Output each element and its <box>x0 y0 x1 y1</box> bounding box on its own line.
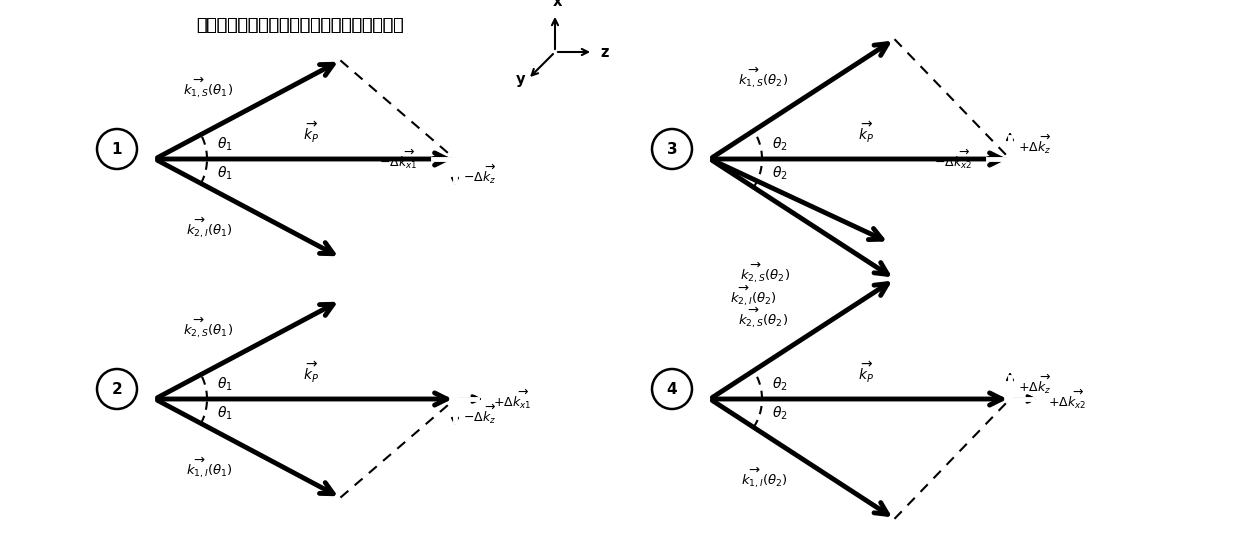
Text: $+\Delta\overrightarrow{k_{x2}}$: $+\Delta\overrightarrow{k_{x2}}$ <box>1048 387 1087 411</box>
Text: $-\Delta\overrightarrow{k_z}$: $-\Delta\overrightarrow{k_z}$ <box>463 163 496 186</box>
Text: $\overrightarrow{k_{2,S}}(\theta_2)$: $\overrightarrow{k_{2,S}}(\theta_2)$ <box>740 261 790 285</box>
Text: $\overrightarrow{k_P}$: $\overrightarrow{k_P}$ <box>304 120 318 145</box>
Text: $\theta_1$: $\theta_1$ <box>217 375 233 393</box>
Circle shape <box>652 369 693 409</box>
Text: $-\Delta\overrightarrow{k_z}$: $-\Delta\overrightarrow{k_z}$ <box>463 403 496 425</box>
Text: z: z <box>600 45 608 59</box>
Text: $+\Delta\overrightarrow{k_{x1}}$: $+\Delta\overrightarrow{k_{x1}}$ <box>493 387 532 411</box>
Text: $+\Delta\overrightarrow{k_z}$: $+\Delta\overrightarrow{k_z}$ <box>1018 132 1051 156</box>
Text: $\overrightarrow{k_P}$: $\overrightarrow{k_P}$ <box>859 360 873 385</box>
Text: 4: 4 <box>667 381 678 397</box>
Text: 非线性光子晶体所满足的四种准相位匹配条件: 非线性光子晶体所满足的四种准相位匹配条件 <box>196 16 404 34</box>
Text: x: x <box>553 0 561 9</box>
Text: $-\Delta\overrightarrow{k_{x2}}$: $-\Delta\overrightarrow{k_{x2}}$ <box>934 147 973 171</box>
Text: 1: 1 <box>112 141 123 157</box>
Text: $+\Delta\overrightarrow{k_z}$: $+\Delta\overrightarrow{k_z}$ <box>1018 373 1051 395</box>
Text: $\overrightarrow{k_{1,I}}(\theta_2)$: $\overrightarrow{k_{1,I}}(\theta_2)$ <box>741 465 788 490</box>
Text: $\overrightarrow{k_{2,S}}(\theta_1)$: $\overrightarrow{k_{2,S}}(\theta_1)$ <box>183 315 233 339</box>
Text: $\theta_2$: $\theta_2$ <box>772 375 788 393</box>
Text: 3: 3 <box>667 141 678 157</box>
Text: $\theta_1$: $\theta_1$ <box>217 165 233 182</box>
Circle shape <box>97 369 138 409</box>
Text: $\overrightarrow{k_{1,S}}(\theta_2)$: $\overrightarrow{k_{1,S}}(\theta_2)$ <box>738 65 788 90</box>
Text: $\theta_2$: $\theta_2$ <box>772 135 788 153</box>
Text: $\theta_2$: $\theta_2$ <box>772 405 788 422</box>
Text: $\overrightarrow{k_P}$: $\overrightarrow{k_P}$ <box>859 120 873 145</box>
Circle shape <box>652 129 693 169</box>
Text: $\overrightarrow{k_{1,S}}(\theta_1)$: $\overrightarrow{k_{1,S}}(\theta_1)$ <box>183 75 233 100</box>
Text: $\theta_1$: $\theta_1$ <box>217 135 233 153</box>
Text: $\theta_1$: $\theta_1$ <box>217 405 233 422</box>
Text: $\theta_2$: $\theta_2$ <box>772 165 788 182</box>
Text: $-\Delta\overrightarrow{k_{x1}}$: $-\Delta\overrightarrow{k_{x1}}$ <box>379 147 418 171</box>
Text: $\overrightarrow{k_{2,I}}(\theta_1)$: $\overrightarrow{k_{2,I}}(\theta_1)$ <box>187 215 233 240</box>
Text: $\overrightarrow{k_{2,S}}(\theta_2)$: $\overrightarrow{k_{2,S}}(\theta_2)$ <box>738 306 788 330</box>
Text: $\overrightarrow{k_{1,I}}(\theta_1)$: $\overrightarrow{k_{1,I}}(\theta_1)$ <box>187 455 233 480</box>
Text: 非线性光子晶体所满足的四种准相位匹配条件: 非线性光子晶体所满足的四种准相位匹配条件 <box>196 16 404 34</box>
Text: y: y <box>515 72 525 87</box>
Circle shape <box>97 129 138 169</box>
Text: 2: 2 <box>112 381 123 397</box>
Text: $\overrightarrow{k_P}$: $\overrightarrow{k_P}$ <box>304 360 318 385</box>
Text: $\overrightarrow{k_{2,I}}(\theta_2)$: $\overrightarrow{k_{2,I}}(\theta_2)$ <box>730 284 777 308</box>
